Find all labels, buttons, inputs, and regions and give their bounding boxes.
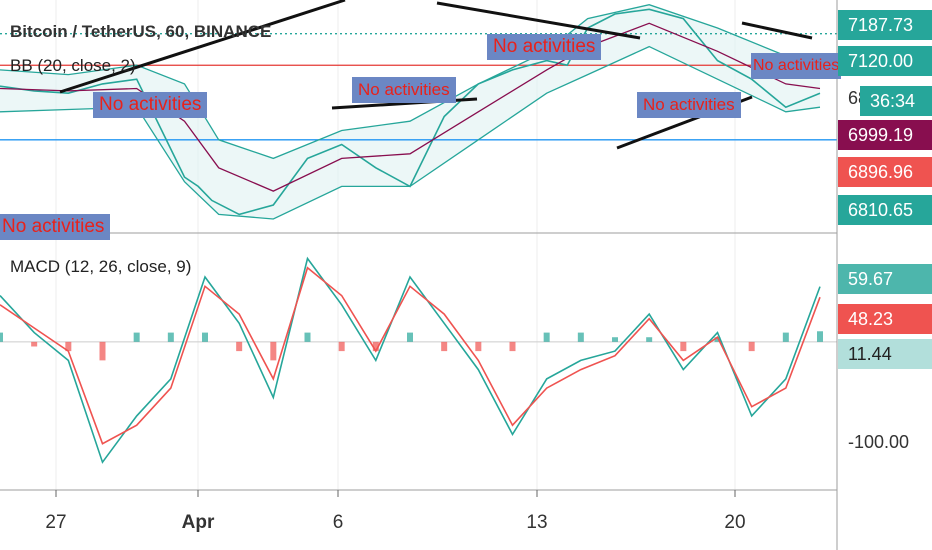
macd-axis-label: -100.00 — [848, 432, 910, 452]
histogram-bar — [202, 332, 208, 342]
histogram-bar — [99, 341, 106, 361]
annotation-no-activities[interactable]: No activities — [751, 53, 842, 79]
symbol-title: Bitcoin / TetherUS, 60, BINANCE — [10, 22, 272, 41]
x-tick-label: 13 — [526, 512, 548, 533]
histogram-bar — [714, 337, 721, 342]
histogram-bar — [782, 332, 789, 342]
histogram-bar — [270, 341, 277, 361]
x-tick-label: 6 — [332, 512, 344, 533]
histogram-bar — [372, 341, 379, 352]
histogram-bar — [338, 341, 345, 352]
price-tag[interactable]: 7187.73 — [838, 10, 932, 40]
histogram-bar — [577, 332, 584, 342]
annotation-no-activities[interactable]: No activities — [637, 92, 741, 118]
series-line-signal — [0, 266, 821, 445]
signal-tag[interactable]: 48.23 — [838, 304, 932, 334]
histogram-bar — [543, 332, 550, 342]
annotation-no-activities[interactable]: No activities — [93, 92, 208, 118]
x-tick-label: Apr — [181, 512, 215, 533]
annotation-no-activities[interactable]: No activities — [0, 214, 111, 240]
histogram-bar — [304, 332, 311, 342]
histogram-bar — [748, 341, 755, 352]
series-line-bb-lower — [0, 45, 821, 220]
histogram-bar — [612, 337, 618, 342]
histogram-bar — [407, 332, 413, 342]
histogram-bar — [475, 341, 482, 352]
macd-series-lines — [0, 256, 821, 464]
trendline — [741, 21, 813, 40]
histogram-bar — [441, 341, 448, 352]
price-tag[interactable]: 6999.19 — [838, 120, 932, 150]
histogram-bar — [31, 341, 38, 347]
x-tick-label: 20 — [724, 512, 746, 533]
price-tag[interactable]: 7120.00 — [838, 46, 932, 76]
histogram-bar — [680, 341, 687, 352]
price-tag[interactable]: 6896.96 — [838, 157, 932, 187]
time-axis-ticks — [55, 490, 736, 497]
annotation-no-activities[interactable]: No activities — [352, 77, 456, 103]
macd-indicator-label: MACD (12, 26, close, 9) — [10, 257, 192, 276]
histogram-bar — [646, 337, 653, 342]
histogram-tag[interactable]: 11.44 — [838, 339, 932, 369]
macd-tag[interactable]: 59.67 — [838, 264, 932, 294]
x-tick-label: 27 — [45, 512, 67, 533]
histogram-bar — [133, 332, 140, 342]
annotation-no-activities[interactable]: No activities — [487, 34, 602, 60]
histogram-bar — [0, 332, 3, 342]
bb-area — [0, 4, 820, 220]
series-line-macd — [0, 256, 821, 464]
histogram-bar — [65, 341, 72, 352]
trendline — [436, 1, 641, 40]
histogram-bar — [509, 341, 516, 352]
countdown-tag[interactable]: 36:34 — [860, 86, 932, 116]
price-tag[interactable]: 6810.65 — [838, 195, 932, 225]
histogram-bar — [167, 332, 174, 342]
trendline — [59, 0, 346, 94]
bollinger-band-fill — [0, 4, 820, 220]
bb-indicator-label: BB (20, close, 2) — [10, 56, 136, 75]
histogram-bar — [236, 341, 243, 352]
histogram-bar — [817, 331, 823, 342]
series-line-bb-upper — [0, 4, 821, 160]
macd-histogram — [0, 331, 837, 361]
